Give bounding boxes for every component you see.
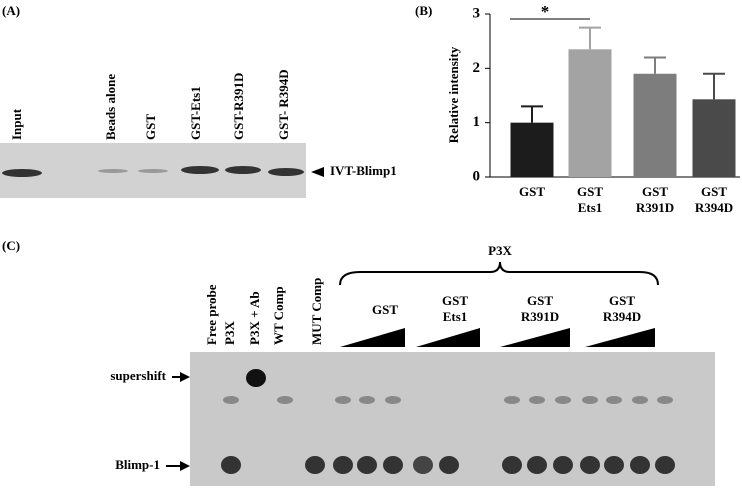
lane-label: Beads alone xyxy=(103,74,118,140)
band xyxy=(657,396,673,404)
x-tick-label: GST Ets1 xyxy=(576,184,603,215)
significance: * xyxy=(541,2,550,21)
y-tick-label: 1 xyxy=(473,114,481,130)
band xyxy=(580,456,600,474)
band xyxy=(246,369,266,387)
x-tick-label: GST xyxy=(518,184,545,199)
band xyxy=(582,396,598,404)
band-label: supershift xyxy=(110,368,166,383)
y-tick-label: 0 xyxy=(473,168,481,184)
band xyxy=(383,456,403,474)
gel-c-bands xyxy=(221,369,675,474)
group-label: GST R394D xyxy=(602,293,642,324)
band xyxy=(527,456,547,474)
wedges xyxy=(340,328,655,347)
band xyxy=(606,396,622,404)
band xyxy=(413,456,433,474)
x-tick-label: GST R394D xyxy=(694,184,734,215)
band xyxy=(632,396,648,404)
y-tick-label: 3 xyxy=(473,5,481,21)
lane-label: Free probe xyxy=(204,284,219,345)
band xyxy=(630,456,650,474)
x-tick-label: GST R391D xyxy=(635,184,675,215)
lane-label: Input xyxy=(9,108,24,140)
lane-label: MUT Comp xyxy=(309,278,324,345)
band xyxy=(504,396,520,404)
panel-label: (C) xyxy=(2,238,20,253)
lane-label: P3X + Ab xyxy=(247,291,262,345)
band xyxy=(359,396,375,404)
lane-label: GST-R391D xyxy=(231,73,246,140)
arrowhead xyxy=(180,372,190,382)
bar xyxy=(692,99,736,177)
y-tick-label: 2 xyxy=(473,60,481,76)
band xyxy=(221,456,241,474)
band xyxy=(333,456,353,474)
band xyxy=(277,396,293,404)
bar xyxy=(568,49,612,177)
band-label: IVT-Blimp1 xyxy=(330,163,397,178)
panel-label: (B) xyxy=(415,3,432,18)
bracket-label: P3X xyxy=(488,243,512,258)
band xyxy=(385,396,401,404)
lane-label: GST- R394D xyxy=(276,69,291,140)
band xyxy=(335,396,351,404)
band xyxy=(529,396,545,404)
band xyxy=(439,456,459,474)
y-axis-label: Relative intensity xyxy=(446,46,461,143)
gel-bands xyxy=(2,166,304,177)
band xyxy=(223,396,239,404)
bar xyxy=(633,73,677,177)
band xyxy=(502,456,522,474)
lane-label: P3X xyxy=(222,321,237,345)
band xyxy=(357,456,377,474)
band xyxy=(655,456,675,474)
lane-label: GST xyxy=(143,114,158,140)
group-label: GST R391D xyxy=(520,293,560,324)
group-label: GST xyxy=(371,302,398,317)
group-label: GST Ets1 xyxy=(441,293,468,324)
bracket xyxy=(339,261,659,286)
band xyxy=(305,456,325,474)
arrowhead xyxy=(180,461,190,471)
panel-label: (A) xyxy=(2,3,20,18)
lane-label: WT Comp xyxy=(271,286,286,345)
lane-label: GST-Ets1 xyxy=(188,86,203,140)
band xyxy=(553,456,573,474)
band-label: Blimp-1 xyxy=(115,457,160,472)
band xyxy=(604,456,624,474)
band xyxy=(555,396,571,404)
arrowhead xyxy=(311,167,324,177)
bar xyxy=(510,122,554,177)
